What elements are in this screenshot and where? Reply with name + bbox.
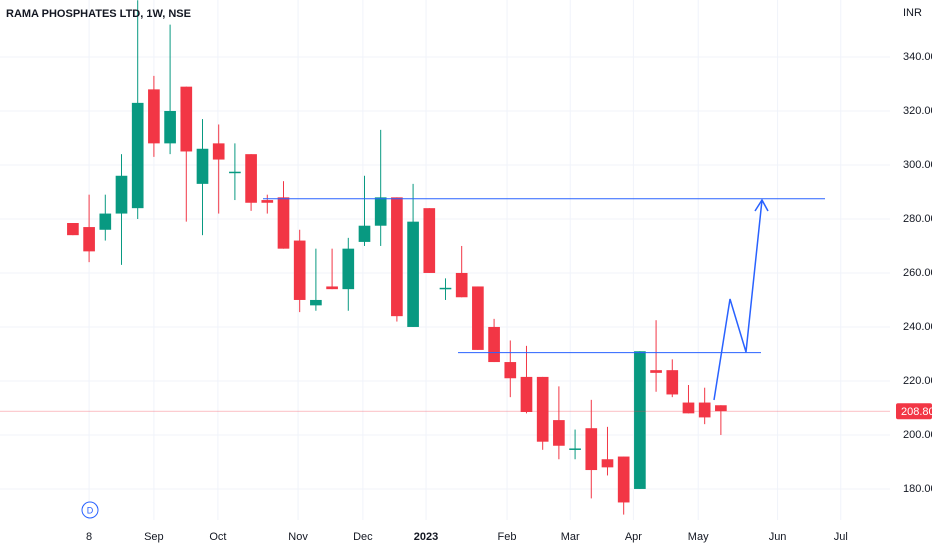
- candle-body: [520, 376, 533, 413]
- candle-body: [472, 286, 484, 350]
- candle-body: [439, 287, 452, 290]
- candle-body: [455, 272, 468, 298]
- candle-body: [634, 351, 646, 489]
- candle-body: [164, 110, 176, 144]
- x-tick-label: 2023: [414, 531, 438, 543]
- x-tick-label: Apr: [625, 531, 642, 543]
- candle-body: [536, 376, 549, 442]
- candle-body: [326, 286, 338, 290]
- y-tick-label: 200.00: [903, 429, 932, 441]
- candle-body: [310, 299, 322, 306]
- candle-body: [99, 213, 112, 230]
- x-tick-label: Jun: [769, 531, 787, 543]
- y-tick-label: 280.00: [903, 213, 932, 225]
- x-tick-label: Mar: [561, 531, 580, 543]
- candle-body: [358, 225, 371, 242]
- last-price-tag: [896, 403, 932, 420]
- x-tick-label: Nov: [288, 531, 308, 543]
- interval-badge[interactable]: D: [87, 505, 94, 515]
- candle-body: [229, 171, 241, 174]
- plot-area: [0, 0, 890, 515]
- candle-body: [585, 428, 598, 471]
- candle-body: [423, 208, 436, 273]
- candle-body: [617, 456, 630, 503]
- currency-label: INR: [903, 7, 922, 19]
- y-tick-label: 320.00: [903, 105, 932, 117]
- projection-arrowhead: [754, 198, 769, 212]
- candle-body: [601, 459, 614, 468]
- last-price-label: 208.80: [901, 406, 932, 418]
- chart-title: RAMA PHOSPHATES LTD, 1W, NSE: [6, 8, 191, 20]
- candle-body: [504, 362, 517, 379]
- y-tick-label: 260.00: [903, 267, 932, 279]
- candle-body: [715, 405, 727, 412]
- candle-body: [666, 370, 679, 395]
- candle-body: [115, 175, 128, 214]
- candle-body: [83, 227, 95, 252]
- y-tick-label: 300.00: [903, 159, 932, 171]
- candle-body: [212, 143, 225, 160]
- candle-body: [196, 148, 209, 184]
- candle-body: [277, 197, 290, 249]
- candle-body: [180, 86, 193, 152]
- y-tick-label: 240.00: [903, 321, 932, 333]
- candle-body: [245, 154, 257, 203]
- candle-body: [391, 197, 403, 317]
- candle-body: [569, 448, 581, 450]
- x-tick-label: Oct: [209, 531, 226, 543]
- candle-body: [148, 89, 160, 144]
- candle-body: [488, 326, 500, 363]
- x-tick-label: Jul: [834, 531, 848, 543]
- x-tick-label: Dec: [353, 531, 373, 543]
- projection-path: [713, 199, 763, 401]
- candle-body: [293, 240, 306, 300]
- candle-body: [67, 223, 79, 236]
- x-tick-label: 8: [86, 531, 92, 543]
- candle-body: [131, 102, 144, 209]
- candle-body: [698, 402, 711, 418]
- interval-badge-circle[interactable]: [81, 501, 99, 519]
- x-tick-label: Sep: [144, 531, 164, 543]
- x-tick-label: May: [688, 531, 709, 543]
- candle-body: [342, 248, 355, 290]
- y-tick-label: 340.00: [903, 51, 932, 63]
- y-tick-label: 220.00: [903, 375, 932, 387]
- candle-body: [650, 370, 662, 373]
- candle-body: [374, 197, 387, 226]
- y-tick-label: 180.00: [903, 483, 932, 495]
- x-tick-label: Feb: [498, 531, 517, 543]
- candle-body: [682, 402, 695, 414]
- candle-body: [261, 200, 274, 203]
- candle-body: [553, 420, 565, 446]
- candle-body: [407, 221, 419, 327]
